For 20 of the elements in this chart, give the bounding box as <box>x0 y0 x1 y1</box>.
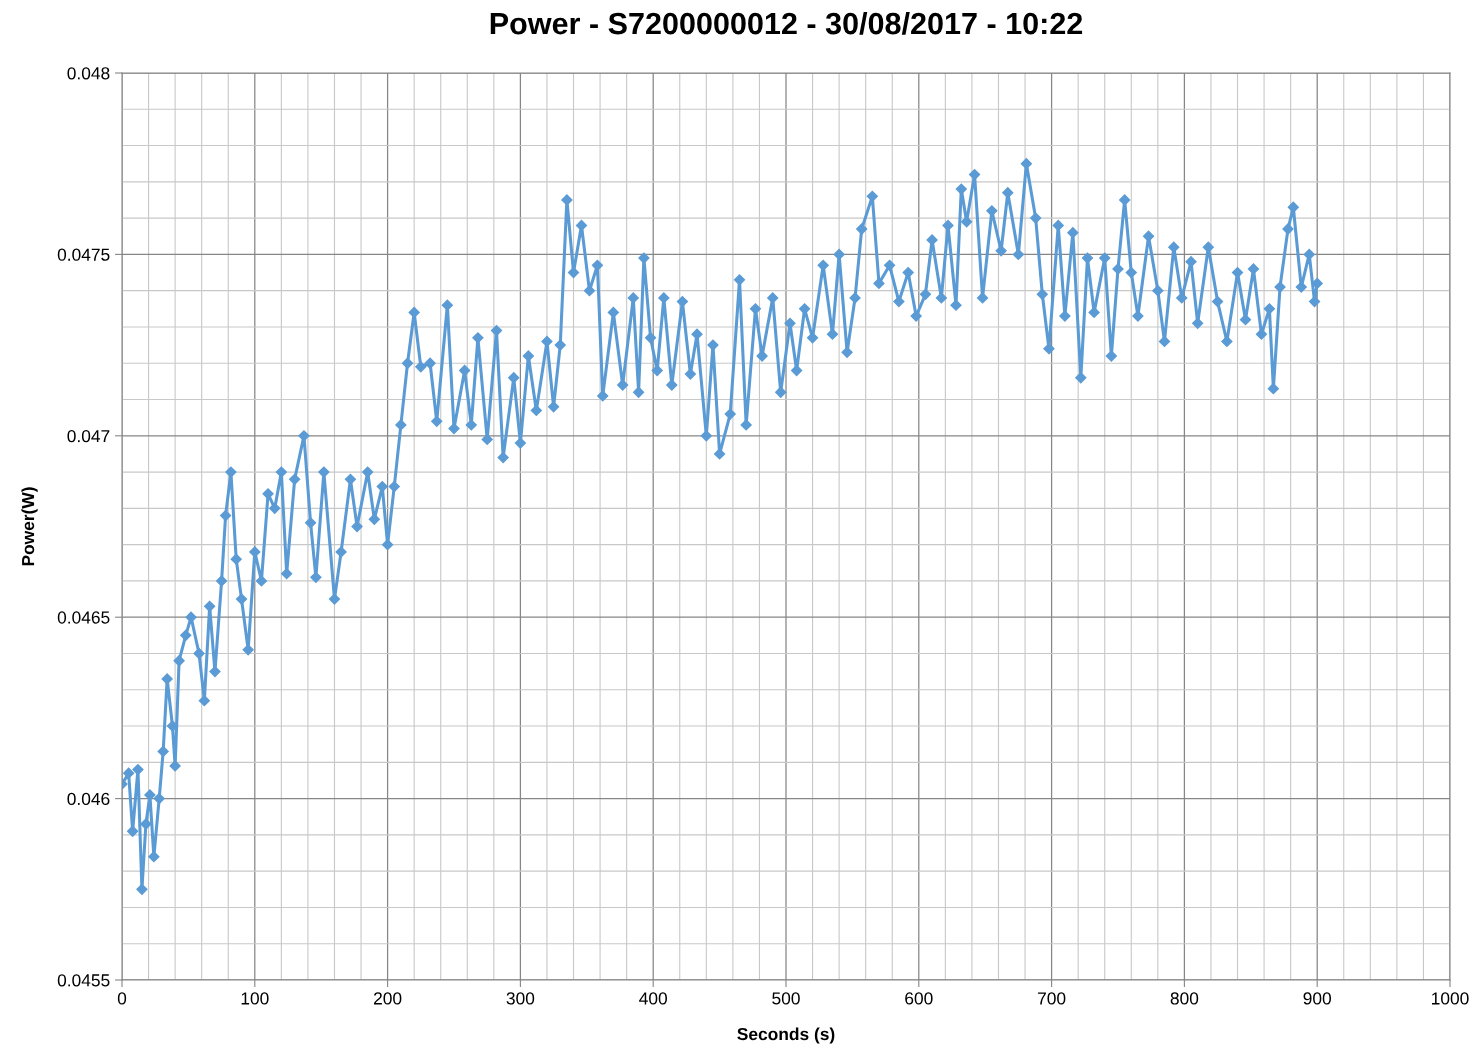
x-tick-label: 500 <box>772 992 800 1005</box>
x-tick-label: 900 <box>1303 992 1332 1005</box>
x-tick-label: 200 <box>373 992 402 1005</box>
x-tick-label: 1000 <box>1432 992 1469 1005</box>
y-tick-label: 0.0475 <box>57 248 110 261</box>
y-tick-label: 0.046 <box>67 792 110 806</box>
y-tick-label: 0.048 <box>67 67 110 80</box>
x-tick-label: 800 <box>1170 992 1199 1005</box>
y-tick-label: 0.047 <box>67 429 110 443</box>
x-tick-label: 700 <box>1038 992 1066 1005</box>
x-tick-label: 0 <box>117 992 127 1005</box>
y-tick-label: 0.0455 <box>57 974 110 987</box>
x-tick-label: 300 <box>506 992 535 1005</box>
chart-title: Power - S7200000012 - 30/08/2017 - 10:22 <box>490 11 1083 35</box>
x-tick-label: 100 <box>241 992 269 1005</box>
x-tick-label: 600 <box>905 992 933 1005</box>
y-tick-label: 0.0465 <box>57 611 110 624</box>
y-axis-title: Power(W) <box>21 487 38 566</box>
x-tick-label: 400 <box>639 992 668 1005</box>
x-axis-title: Seconds (s) <box>737 1027 835 1044</box>
